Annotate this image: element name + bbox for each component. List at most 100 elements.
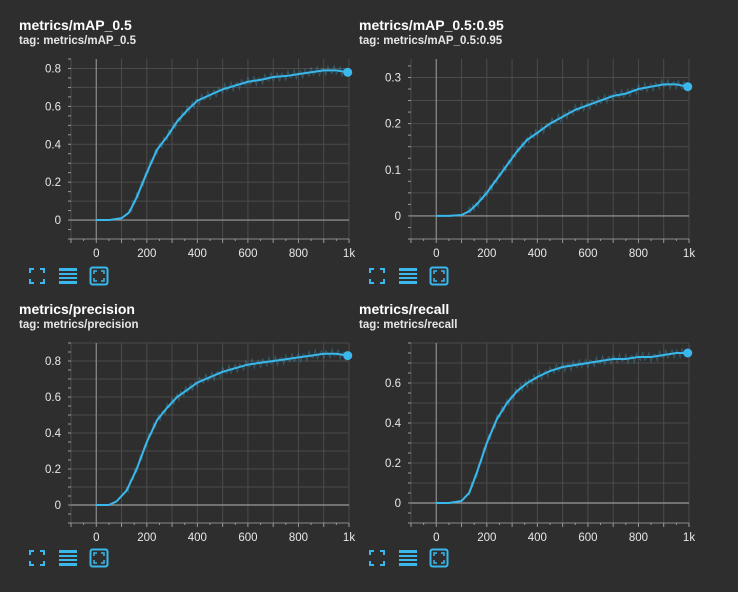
x-tick-label: 200 xyxy=(477,248,496,260)
y-tick-label: 0 xyxy=(395,498,401,510)
data-point xyxy=(156,149,158,151)
data-point xyxy=(128,211,130,214)
y-tick-label: 0.4 xyxy=(45,428,62,440)
data-point xyxy=(156,419,158,422)
y-tick-label: 0.3 xyxy=(385,72,401,84)
y-tick-label: 0.2 xyxy=(45,464,61,476)
line-chart[interactable]: 0 200 400 600 800 1k 0 0.2 0.4 0.6 0.8 xyxy=(19,301,359,544)
data-point xyxy=(335,69,338,72)
series-line xyxy=(436,83,688,217)
data-point xyxy=(574,108,577,111)
data-point xyxy=(435,502,438,504)
chart-tag: tag: metrics/mAP_0.5:0.95 xyxy=(359,35,503,47)
data-point xyxy=(209,94,211,96)
data-table-button[interactable] xyxy=(398,548,418,568)
chart-card-map50: metrics/mAP_0.5 tag: metrics/mAP_0.5 0 20… xyxy=(19,17,359,307)
fullscreen-icon xyxy=(29,268,45,284)
data-point xyxy=(297,73,300,75)
data-point xyxy=(516,390,518,392)
data-point xyxy=(322,69,325,72)
fullscreen-icon xyxy=(29,550,45,566)
data-point xyxy=(599,99,602,102)
x-tick-label: 1k xyxy=(683,248,695,260)
x-tick-label: 600 xyxy=(238,532,257,544)
fit-domain-icon xyxy=(429,548,449,568)
data-point xyxy=(475,203,478,206)
data-table-button[interactable] xyxy=(398,266,418,286)
y-tick-label: 0.2 xyxy=(385,458,401,470)
x-tick-label: 200 xyxy=(137,248,156,260)
data-point xyxy=(310,71,312,74)
data-point xyxy=(186,109,189,111)
fit-domain-button[interactable] xyxy=(89,548,109,568)
data-point xyxy=(675,83,678,86)
data-point xyxy=(196,381,199,384)
data-point xyxy=(209,376,211,378)
data-point xyxy=(146,171,148,174)
y-tick-label: 0 xyxy=(55,500,61,512)
chart-card-recall: metrics/recall tag: metrics/recall 0 200 4… xyxy=(359,301,699,591)
last-point-marker xyxy=(683,82,693,92)
series-line xyxy=(96,352,348,506)
fit-domain-icon xyxy=(89,548,109,568)
fit-domain-button[interactable] xyxy=(429,548,449,568)
data-point xyxy=(272,360,274,362)
data-point xyxy=(496,418,498,420)
data-point xyxy=(166,407,168,409)
fit-domain-button[interactable] xyxy=(89,266,109,286)
chart-tag: tag: metrics/mAP_0.5 xyxy=(19,35,136,47)
data-point xyxy=(322,353,325,355)
fullscreen-button[interactable] xyxy=(367,266,387,286)
fullscreen-button[interactable] xyxy=(27,266,47,286)
data-point xyxy=(574,364,577,366)
y-tick-label: 0.6 xyxy=(45,392,61,404)
data-point xyxy=(176,396,178,398)
data-point xyxy=(526,382,529,384)
x-tick-label: 0 xyxy=(433,532,439,544)
data-point xyxy=(259,79,262,81)
data-point xyxy=(95,219,98,221)
x-tick-label: 1k xyxy=(343,248,355,260)
y-tick-label: 0.2 xyxy=(45,177,61,189)
fit-domain-button[interactable] xyxy=(429,266,449,286)
line-chart[interactable]: 0 200 400 600 800 1k 0 0.1 0.2 0.3 xyxy=(359,17,699,260)
y-tick-label: 0 xyxy=(55,215,61,227)
line-chart[interactable]: 0 200 400 600 800 1k 0 0.2 0.4 0.6 0.8 xyxy=(19,17,359,260)
chart-title: metrics/precision xyxy=(19,301,135,317)
data-point xyxy=(125,489,128,492)
data-point xyxy=(234,84,237,87)
x-tick-label: 1k xyxy=(683,532,695,544)
data-point xyxy=(662,83,665,86)
data-table-button[interactable] xyxy=(58,266,78,286)
line-chart[interactable]: 0 200 400 600 800 1k 0 0.2 0.4 0.6 xyxy=(359,301,699,544)
data-point xyxy=(285,75,287,77)
data-point xyxy=(468,492,470,494)
y-tick-label: 0.4 xyxy=(385,418,402,430)
series-line xyxy=(436,352,688,504)
data-point xyxy=(486,192,488,194)
fullscreen-button[interactable] xyxy=(27,548,47,568)
x-tick-label: 600 xyxy=(238,248,257,260)
data-point xyxy=(587,362,589,364)
data-point xyxy=(221,371,224,373)
data-point xyxy=(536,376,539,378)
data-point xyxy=(549,122,551,125)
data-point xyxy=(135,468,138,470)
chart-title: metrics/recall xyxy=(359,301,450,317)
chart-card-map50-95: metrics/mAP_0.5:0.95 tag: metrics/mAP_0.… xyxy=(359,17,699,307)
chart-card-precision: metrics/precision tag: metrics/precision… xyxy=(19,301,359,591)
data-point xyxy=(115,500,118,503)
data-point xyxy=(176,120,178,123)
x-tick-label: 0 xyxy=(93,248,99,260)
chart-tag: tag: metrics/precision xyxy=(19,319,139,331)
data-point xyxy=(460,214,463,216)
x-tick-label: 0 xyxy=(433,248,439,260)
last-point-marker xyxy=(343,351,353,361)
data-point xyxy=(650,356,652,358)
fullscreen-button[interactable] xyxy=(367,548,387,568)
data-table-button[interactable] xyxy=(58,548,78,568)
chart-toolbar xyxy=(367,266,457,286)
data-point xyxy=(146,441,148,443)
data-point xyxy=(625,92,627,95)
x-tick-label: 1k xyxy=(343,532,355,544)
